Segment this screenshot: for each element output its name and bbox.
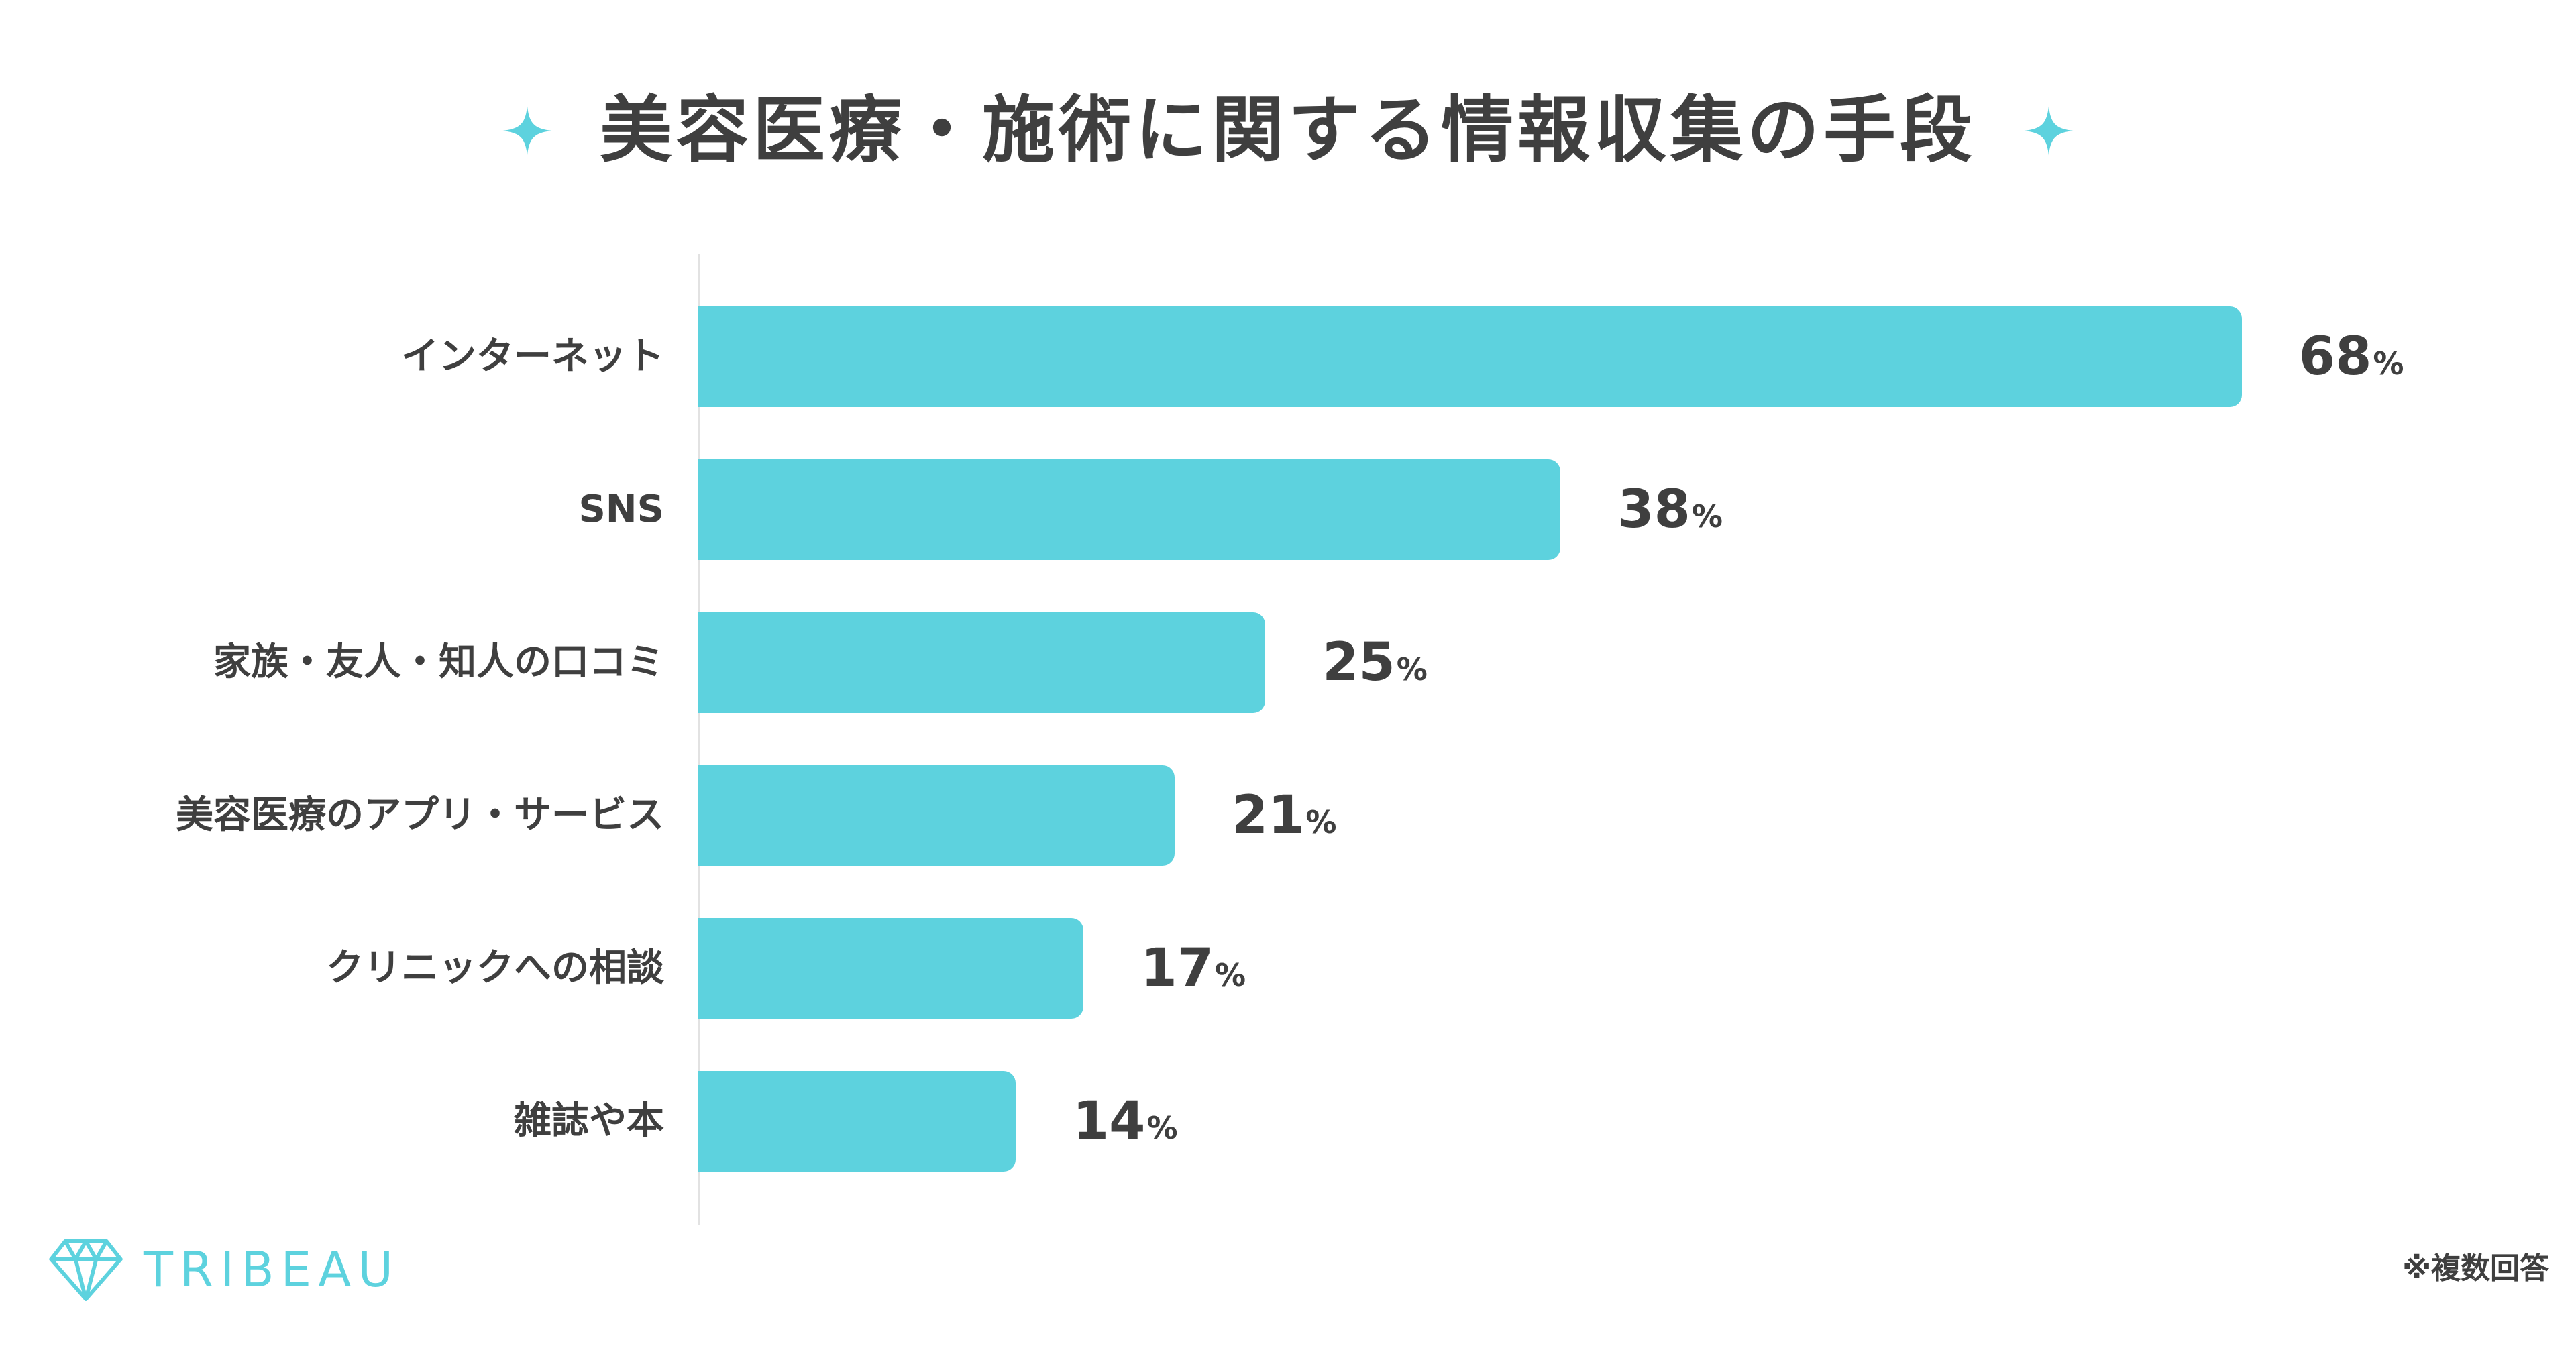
category-label: 雑誌や本: [514, 1099, 664, 1143]
diamond-icon: [49, 1239, 123, 1302]
bar: [698, 765, 1175, 866]
data-label-unit: %: [2373, 345, 2404, 382]
data-label-value: 17: [1140, 938, 1214, 999]
data-label-value: 68: [2298, 327, 2372, 387]
brand-name: TRIBEAU: [144, 1241, 400, 1298]
data-label-unit: %: [1305, 804, 1337, 840]
footnote: ※複数回答: [2402, 1251, 2549, 1286]
data-label-unit: %: [1691, 498, 1723, 535]
chart-title: 美容医療・施術に関する情報収集の手段: [599, 89, 1976, 172]
category-label: SNS: [578, 488, 664, 531]
bar: [698, 306, 2242, 407]
bar: [698, 612, 1266, 713]
data-label: 14%: [1073, 1095, 1178, 1147]
sparkle-icon: [502, 106, 552, 156]
bar: [698, 918, 1084, 1019]
data-label-unit: %: [1214, 957, 1246, 993]
category-label: 家族・友人・知人の口コミ: [213, 640, 664, 684]
data-label-value: 38: [1617, 480, 1690, 540]
data-label-unit: %: [1146, 1110, 1178, 1146]
data-label: 25%: [1322, 636, 1428, 689]
y-axis-line: [698, 254, 700, 1225]
sparkle-icon: [2024, 106, 2074, 156]
brand-logo: TRIBEAU: [47, 1233, 400, 1306]
category-label: クリニックへの相談: [326, 946, 664, 990]
data-label-unit: %: [1396, 651, 1428, 687]
bar: [698, 1071, 1016, 1172]
bar: [698, 459, 1561, 560]
data-label: 17%: [1140, 942, 1246, 995]
data-label: 21%: [1232, 789, 1337, 842]
data-label: 38%: [1617, 484, 1723, 536]
data-label-value: 14: [1072, 1091, 1146, 1152]
category-label: インターネット: [401, 335, 664, 378]
category-label: 美容医療のアプリ・サービス: [176, 793, 664, 837]
data-label-value: 25: [1322, 632, 1395, 693]
data-label: 68%: [2299, 331, 2404, 383]
chart-header: 美容医療・施術に関する情報収集の手段: [0, 77, 2576, 184]
data-label-value: 21: [1231, 785, 1305, 846]
